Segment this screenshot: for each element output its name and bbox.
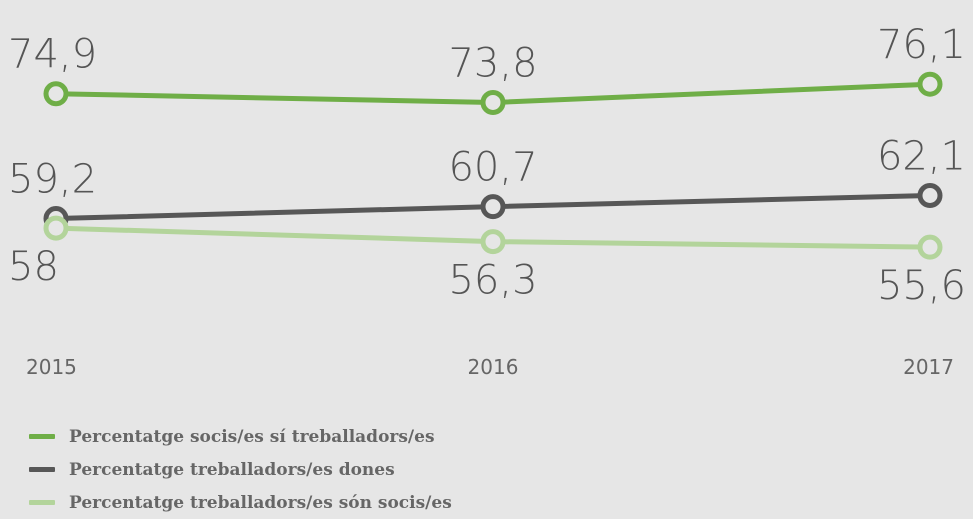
data-label: 56,3 <box>448 258 537 304</box>
legend-item-socis-treballadors: Percentatge socis/es sí treballadors/es <box>29 420 452 453</box>
data-point <box>480 89 506 115</box>
data-point <box>480 229 506 255</box>
legend-swatch <box>29 434 55 439</box>
x-tick-label: 2016 <box>468 355 519 379</box>
data-label: 73,8 <box>448 40 537 86</box>
data-point <box>43 215 69 241</box>
data-label: 58 <box>8 244 59 290</box>
series-layer <box>43 71 943 260</box>
legend-swatch <box>29 500 55 505</box>
x-tick-label: 2015 <box>26 355 77 379</box>
value-labels: 74,9 73,8 76,1 59,2 60,7 62,1 58 56,3 55,6 <box>8 22 966 309</box>
x-axis-ticks: 2015 2016 2017 <box>26 355 954 379</box>
data-label: 74,9 <box>8 32 97 78</box>
data-label: 60,7 <box>448 145 537 191</box>
legend-item-treballadors-dones: Percentatge treballadors/es dones <box>29 453 452 486</box>
data-label: 62,1 <box>877 134 966 180</box>
data-point <box>917 71 943 97</box>
data-label: 59,2 <box>8 157 97 203</box>
legend-label: Percentatge socis/es sí treballadors/es <box>69 426 435 447</box>
x-tick-label: 2017 <box>903 355 954 379</box>
legend-item-treballadors-socis: Percentatge treballadors/es són socis/es <box>29 486 452 519</box>
data-point <box>917 183 943 209</box>
data-label: 55,6 <box>877 263 966 309</box>
legend-swatch <box>29 467 55 472</box>
data-point <box>43 81 69 107</box>
data-point <box>480 194 506 220</box>
legend-label: Percentatge treballadors/es són socis/es <box>69 492 452 513</box>
legend-label: Percentatge treballadors/es dones <box>69 459 395 480</box>
legend: Percentatge socis/es sí treballadors/es … <box>29 420 452 519</box>
data-label: 76,1 <box>877 22 966 68</box>
data-point <box>917 234 943 260</box>
line-chart: 74,9 73,8 76,159,2 60,7 62,158 56,3 55,6 2015 2… <box>8 22 966 379</box>
